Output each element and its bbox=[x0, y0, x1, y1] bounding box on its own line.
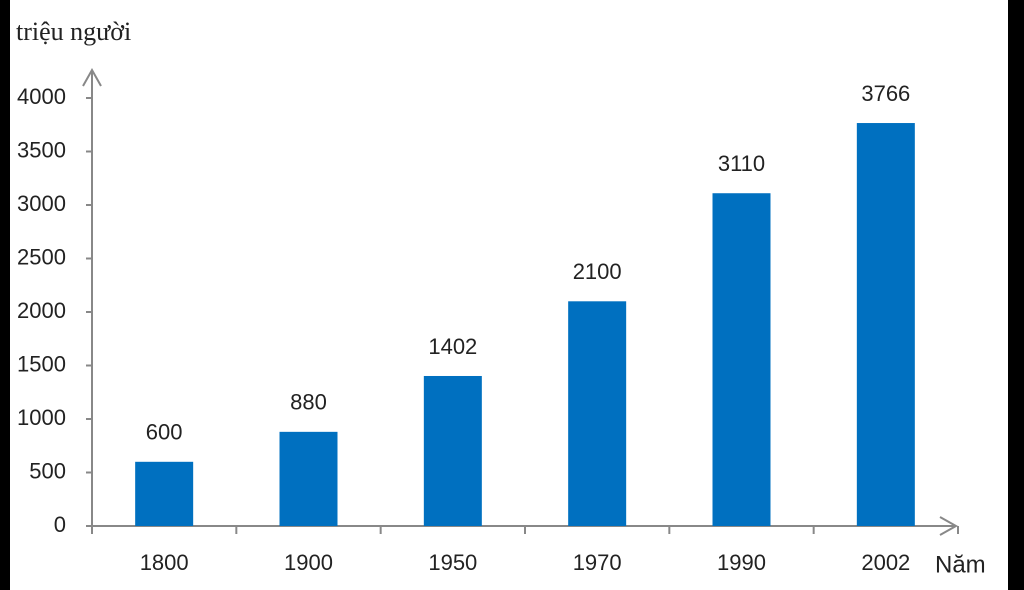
x-axis-arrow bbox=[939, 516, 959, 536]
data-label: 2100 bbox=[573, 259, 622, 284]
y-tick-label: 0 bbox=[54, 512, 66, 537]
y-tick-label: 2500 bbox=[17, 244, 66, 269]
x-tick-label: 1900 bbox=[284, 550, 333, 575]
data-label: 1402 bbox=[428, 334, 477, 359]
y-axis-title: triệu người bbox=[16, 17, 131, 46]
x-tick-label: 1950 bbox=[428, 550, 477, 575]
x-tick-label: 1800 bbox=[140, 550, 189, 575]
bar bbox=[135, 461, 194, 526]
data-label: 3766 bbox=[861, 81, 910, 106]
y-axis-arrow bbox=[82, 67, 102, 87]
bar bbox=[856, 123, 915, 527]
bar bbox=[568, 301, 627, 526]
data-label: 3110 bbox=[718, 151, 765, 176]
y-tick-label: 3500 bbox=[17, 137, 66, 162]
x-tick-label: 2002 bbox=[861, 550, 910, 575]
y-tick-label: 4000 bbox=[17, 84, 66, 109]
bar bbox=[279, 431, 338, 526]
bar bbox=[423, 375, 482, 526]
x-tick-label: 1970 bbox=[573, 550, 622, 575]
data-label: 600 bbox=[146, 420, 183, 445]
data-label: 880 bbox=[290, 390, 327, 415]
y-tick-label: 3000 bbox=[17, 191, 66, 216]
x-tick-label: 1990 bbox=[717, 550, 766, 575]
y-tick-label: 500 bbox=[29, 458, 66, 483]
bar bbox=[712, 193, 771, 527]
x-axis-title: Năm bbox=[935, 551, 986, 578]
y-tick-label: 1000 bbox=[17, 405, 66, 430]
y-tick-label: 1500 bbox=[17, 351, 66, 376]
y-tick-label: 2000 bbox=[17, 298, 66, 323]
